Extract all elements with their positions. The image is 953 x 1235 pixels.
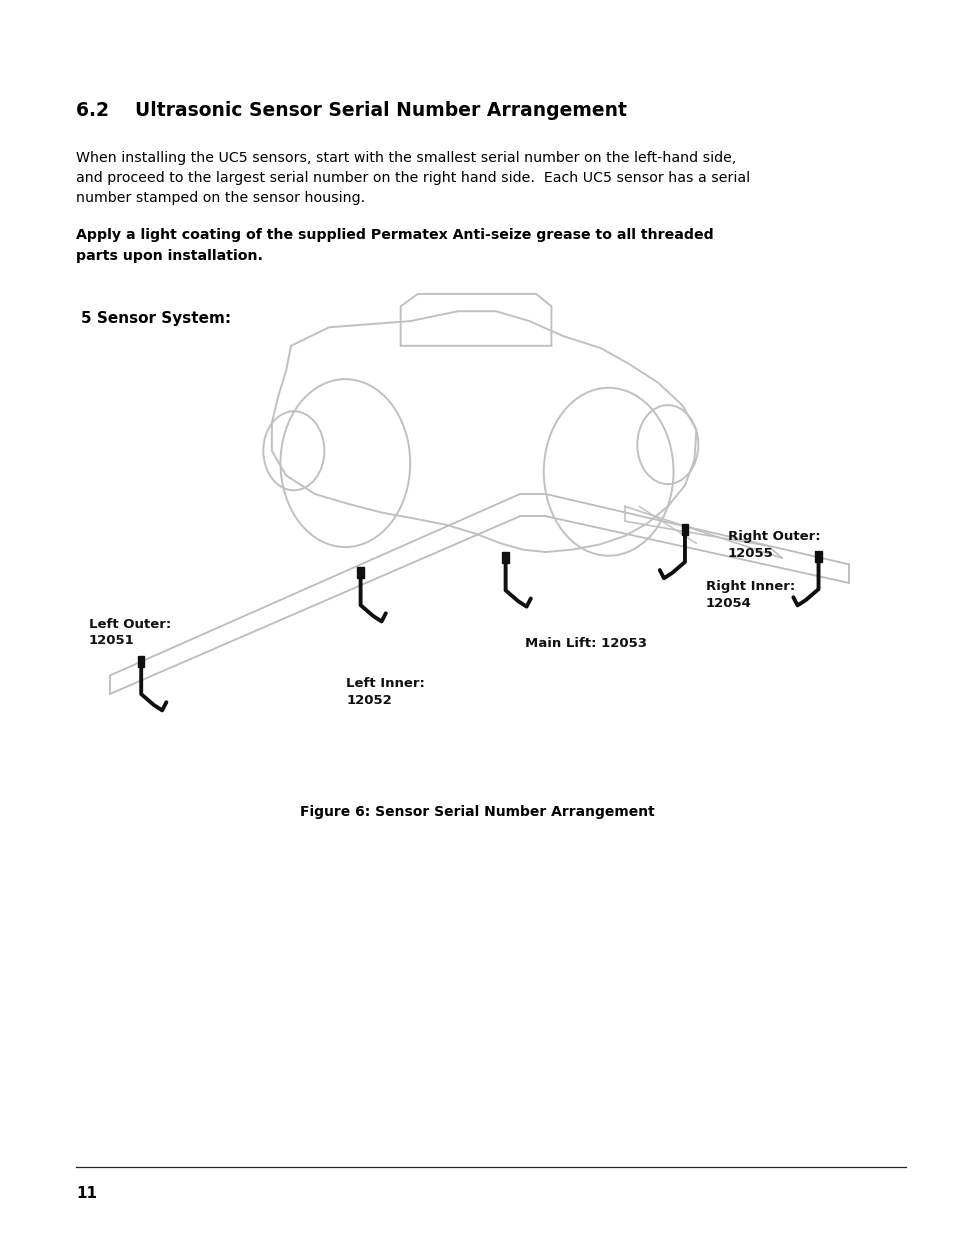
Text: 6.2    Ultrasonic Sensor Serial Number Arrangement: 6.2 Ultrasonic Sensor Serial Number Arra… [76,101,626,120]
Text: Left Outer:
12051: Left Outer: 12051 [89,618,171,647]
Text: Main Lift: 12053: Main Lift: 12053 [524,637,646,651]
Text: Left Inner:
12052: Left Inner: 12052 [346,677,425,706]
Text: Right Outer:
12055: Right Outer: 12055 [727,530,820,559]
Text: 5 Sensor System:: 5 Sensor System: [81,311,231,326]
Text: Apply a light coating of the supplied Permatex Anti-seize grease to all threaded: Apply a light coating of the supplied Pe… [76,228,714,263]
Bar [138,656,144,667]
Text: Right Inner:
12054: Right Inner: 12054 [705,580,795,610]
Bar [502,552,508,563]
Text: 11: 11 [76,1186,97,1200]
Bar [357,567,363,578]
Bar [815,551,821,562]
Text: When installing the UC5 sensors, start with the smallest serial number on the le: When installing the UC5 sensors, start w… [76,151,750,205]
Text: Figure 6: Sensor Serial Number Arrangement: Figure 6: Sensor Serial Number Arrangeme… [299,805,654,819]
Bar [681,524,687,535]
